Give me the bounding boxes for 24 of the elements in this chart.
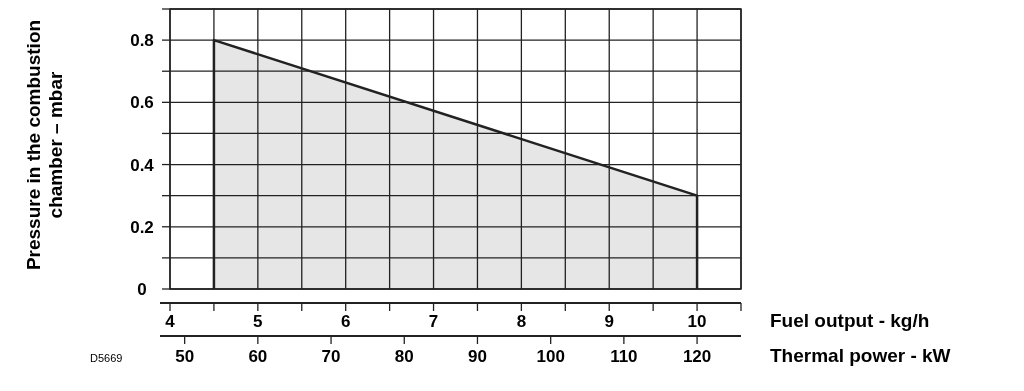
x2-axis-title: Thermal power - kW (770, 345, 951, 366)
x-tick-label: 8 (516, 312, 527, 331)
y-tick-label: 0 (137, 279, 147, 299)
x-tick-label: 5 (253, 312, 263, 331)
x2-tick-label: 90 (468, 347, 487, 366)
x2-tick-label: 60 (248, 347, 268, 366)
y-tick-label: 0.8 (130, 31, 154, 51)
text: D5669 (90, 352, 123, 364)
y-tick-label: 0.6 (130, 93, 154, 113)
x-tick-label: 10 (687, 312, 707, 331)
x-axis-title: Fuel output - kg/h (770, 310, 930, 331)
x2-tick-label: 110 (610, 347, 638, 366)
x2-tick-label: 80 (394, 347, 414, 366)
x-tick-label: 7 (428, 312, 439, 331)
x-tick-label: 4 (165, 312, 176, 331)
x2-tick-label: 100 (536, 347, 565, 366)
x-tick-label: 9 (604, 312, 614, 331)
x2-tick-label: 70 (321, 347, 341, 366)
y-axis-title: Pressure in the combustion chamber – mbar (23, 19, 66, 271)
y-tick-label: 0.2 (130, 217, 154, 237)
x2-tick-label: 50 (175, 347, 195, 366)
x2-tick-label: 120 (682, 347, 712, 366)
y-tick-label: 0.4 (130, 155, 155, 175)
x-tick-label: 6 (340, 312, 351, 331)
